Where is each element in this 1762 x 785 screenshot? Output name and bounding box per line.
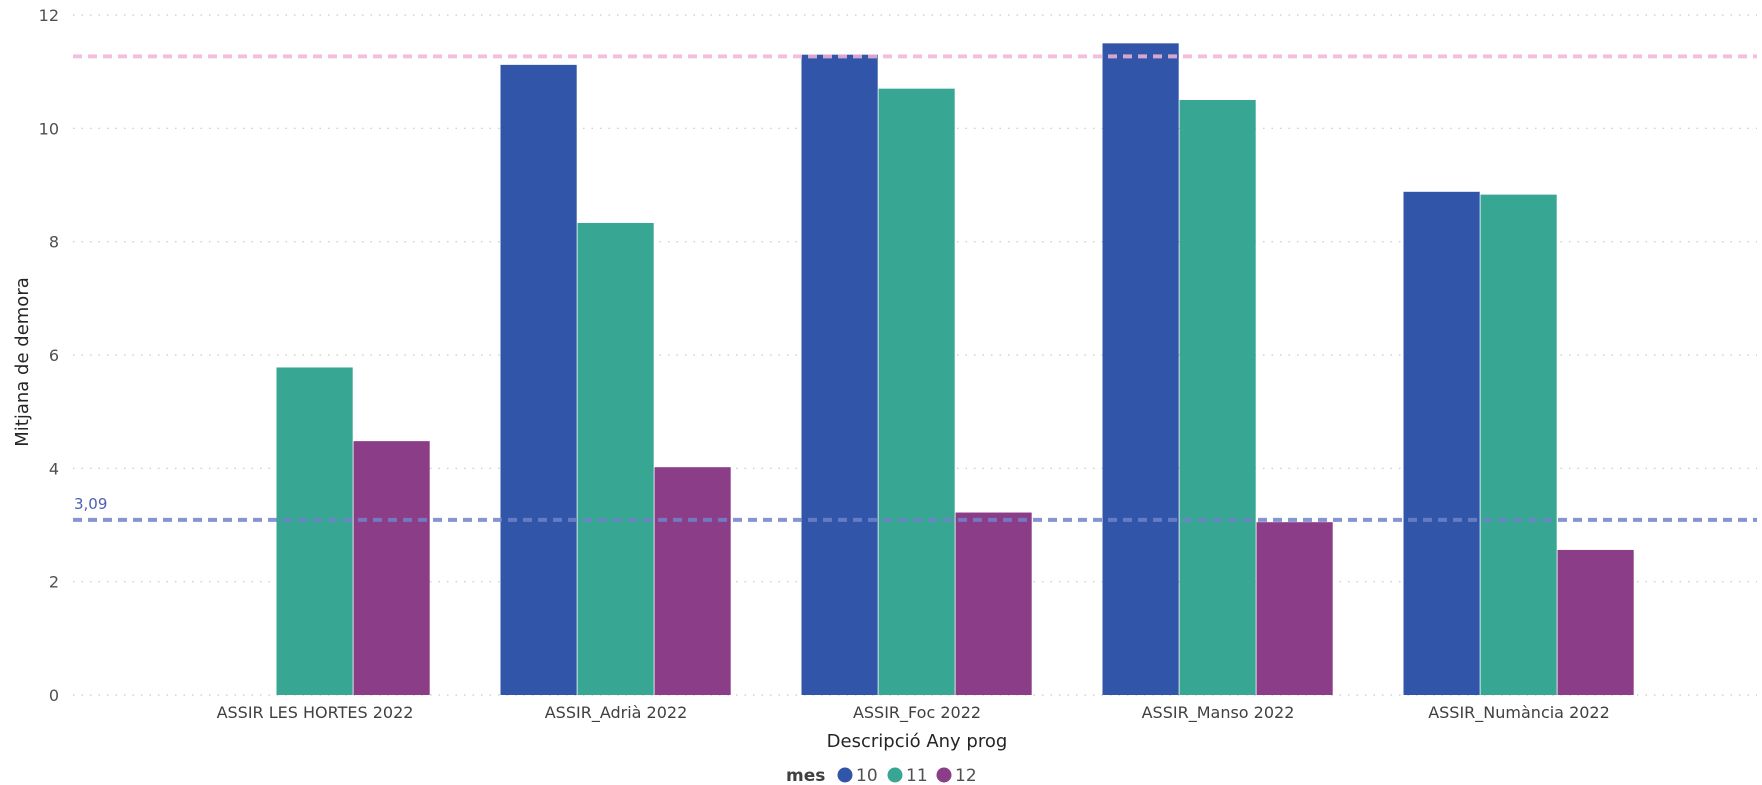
- bar-series-12[interactable]: [654, 467, 731, 695]
- legend-title: mes: [786, 766, 825, 785]
- bar-series-11[interactable]: [878, 88, 955, 695]
- legend: mes 10 11 12: [786, 766, 977, 785]
- bar-series-10[interactable]: [1102, 43, 1179, 696]
- bar-series-11[interactable]: [1179, 100, 1256, 695]
- bar-series-10[interactable]: [500, 64, 577, 695]
- x-category-label: ASSIR_Foc 2022: [853, 703, 981, 723]
- y-tick-label: 12: [39, 6, 59, 25]
- bar-series-12[interactable]: [1256, 522, 1333, 695]
- reference-lines: 3,09: [73, 54, 1757, 522]
- y-axis-ticks: 0 2 4 6 8 10 12: [39, 6, 59, 705]
- bar-series-11[interactable]: [577, 222, 654, 695]
- bar-series-11[interactable]: [1480, 194, 1557, 695]
- legend-label-12[interactable]: 12: [955, 766, 977, 785]
- y-tick-label: 4: [49, 459, 59, 478]
- legend-marker-11[interactable]: [887, 767, 903, 783]
- bar-series-10[interactable]: [1403, 191, 1480, 696]
- x-category-label: ASSIR_Manso 2022: [1142, 703, 1295, 723]
- y-tick-label: 0: [49, 686, 59, 705]
- bar-series-10[interactable]: [801, 54, 878, 695]
- y-tick-label: 2: [49, 573, 59, 592]
- bar-series-12[interactable]: [1557, 549, 1634, 695]
- bar-series-12[interactable]: [955, 512, 1032, 695]
- legend-marker-10[interactable]: [837, 767, 853, 783]
- y-tick-label: 8: [49, 233, 59, 252]
- x-category-label: ASSIR LES HORTES 2022: [217, 703, 414, 722]
- bar-series-11[interactable]: [276, 367, 353, 695]
- bars: [276, 43, 1634, 696]
- legend-label-11[interactable]: 11: [906, 766, 928, 785]
- y-tick-label: 10: [39, 119, 59, 138]
- x-category-label: ASSIR_Numància 2022: [1428, 703, 1610, 723]
- legend-marker-12[interactable]: [936, 767, 952, 783]
- y-axis-title: Mitjana de demora: [12, 277, 33, 446]
- x-axis-category-labels: ASSIR LES HORTES 2022 ASSIR_Adrià 2022 ASS…: [217, 703, 1610, 723]
- bar-series-12[interactable]: [353, 441, 430, 695]
- x-category-label: ASSIR_Adrià 2022: [545, 703, 688, 723]
- y-tick-label: 6: [49, 346, 59, 365]
- reference-line-label: 3,09: [74, 495, 107, 513]
- legend-label-10[interactable]: 10: [856, 766, 878, 785]
- x-axis-title: Descripció Any prog: [827, 731, 1008, 752]
